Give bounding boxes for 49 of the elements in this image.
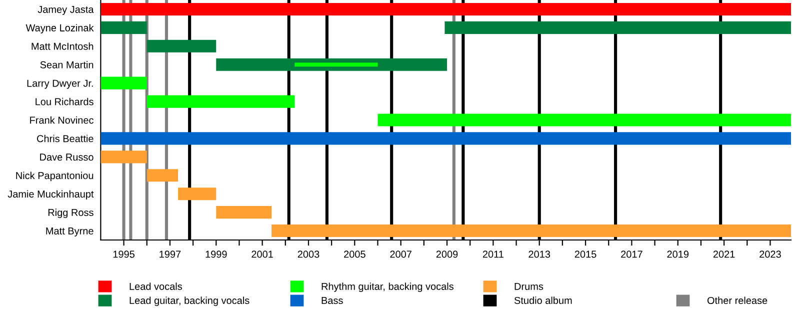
x-tick-label: 2021: [713, 250, 735, 258]
bar: [100, 150, 147, 164]
y-tick-label: Matt McIntosh: [32, 42, 94, 50]
bar: [146, 95, 295, 108]
x-tick-label: 2013: [528, 250, 550, 258]
bar: [378, 114, 791, 126]
bar: [294, 62, 378, 67]
bar: [146, 40, 216, 52]
x-tick-label: 2007: [390, 250, 412, 258]
bar: [100, 2, 791, 16]
legend-label: Drums: [514, 282, 544, 290]
x-tick-label: 2011: [482, 250, 504, 258]
y-tick-label: Sean Martin: [40, 60, 94, 68]
legend-label: Lead guitar, backing vocals: [130, 296, 250, 306]
bar: [100, 76, 147, 90]
y-tick-label: Wayne Lozinak: [26, 24, 94, 34]
bar: [100, 21, 147, 34]
bar: [272, 224, 791, 238]
bar: [444, 21, 791, 34]
x-tick-label: 2001: [252, 250, 273, 258]
y-tick-label: Nick Papantoniou: [16, 172, 94, 182]
bar: [100, 132, 791, 145]
x-tick-label: 2023: [760, 250, 781, 258]
legend-label: Studio album: [514, 296, 572, 304]
bar: [216, 206, 272, 219]
x-tick-label: 2015: [574, 250, 596, 258]
y-tick-label: Chris Beattie: [37, 134, 94, 142]
y-tick-label: Larry Dwyer Jr.: [27, 80, 93, 89]
y-tick-label: Jamie Muckinhaupt: [8, 190, 94, 200]
y-tick-label: Lou Richards: [36, 98, 94, 106]
x-tick-label: 1995: [113, 250, 134, 258]
y-tick-label: Dave Russo: [40, 154, 94, 161]
legend-label: Bass: [322, 297, 343, 304]
y-tick-label: Frank Novinec: [30, 116, 94, 124]
bar: [178, 188, 216, 200]
y-tick-label: Rigg Ross: [48, 208, 94, 218]
legend-label: Rhythm guitar, backing vocals: [322, 282, 454, 292]
x-tick-label: 1999: [206, 250, 227, 258]
x-tick-label: 2019: [667, 250, 689, 258]
x-tick-label: 2005: [344, 250, 366, 258]
x-tick-label: 2003: [298, 250, 320, 258]
legend-label: Lead vocals: [130, 282, 182, 290]
x-tick-label: 2017: [621, 250, 642, 258]
y-tick-label: Matt Byrne: [46, 228, 94, 236]
x-tick-label: 1997: [160, 250, 181, 258]
x-tick-label: 2009: [436, 250, 458, 258]
y-tick-label: Jamey Jasta: [38, 6, 94, 15]
bar: [146, 169, 178, 182]
legend-label: Other release: [707, 296, 768, 304]
